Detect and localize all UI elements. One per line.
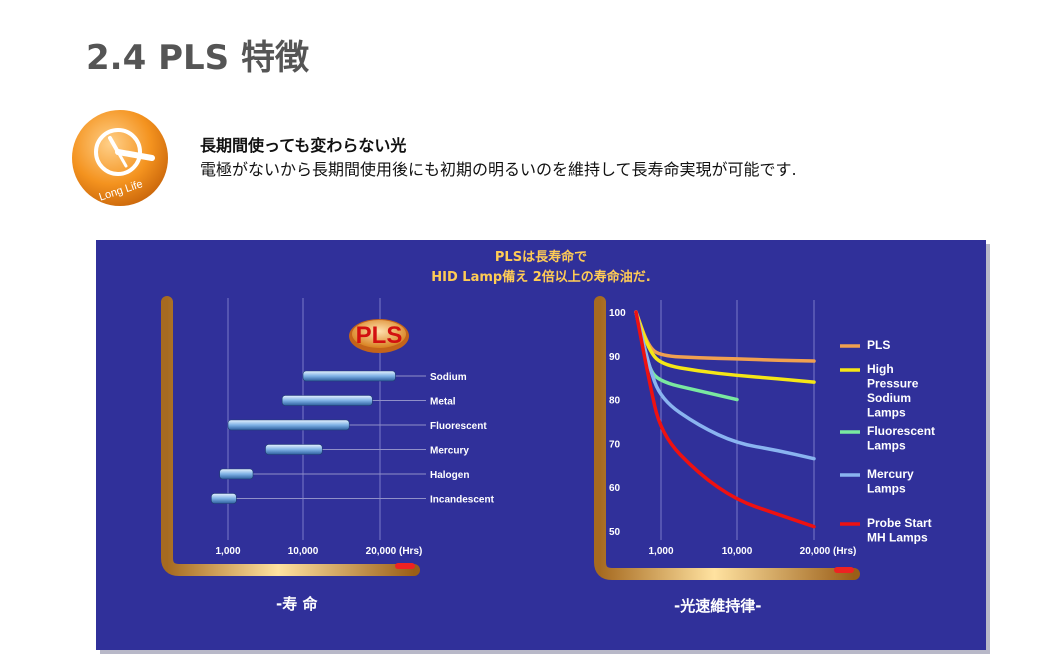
lifetime-category-label: Mercury [430,446,469,457]
legend-label: Sodium [867,391,911,405]
maintenance-y-tick: 60 [609,483,621,494]
panel-headline-1: PLSは長寿命で [494,250,588,265]
series-line-mercury-lamps [634,310,816,461]
maintenance-x-tick: 1,000 [648,546,673,557]
page-title: 2.4 PLS 特徴 [86,38,309,78]
lifetime-category-label: Halogen [430,470,469,481]
lifetime-bar-fluorescent [227,419,350,431]
maintenance-y-tick: 80 [609,396,621,407]
panel-charts: Sodium Metal Fluorescent Mercury Halogen Inca… [161,296,935,580]
panel-headline-2: HID Lamp備え 2倍以上の寿命油だ. [431,270,651,285]
legend-label: PLS [867,338,890,352]
lifetime-category-label: Metal [430,397,456,408]
legend-label: Lamps [867,482,906,496]
maintenance-y-tick: 90 [609,352,621,363]
intro-line-1: 長期間使っても変わらない光 [200,136,407,155]
maintenance-axis-cap [834,567,854,573]
lifetime-caption: -寿 命 [276,595,318,613]
legend-label: Mercury [867,467,914,481]
maintenance-x-tick: 10,000 [722,546,753,557]
series-line-high-pressure-sodium-lamps [634,310,816,384]
legend-label: Lamps [867,406,906,420]
lifetime-bar-mercury [265,444,323,455]
long-life-logo: Long Life [72,110,168,206]
series-line-probe-start-mh-lamps [634,310,816,529]
lifetime-bar-incandescent [211,493,237,504]
intro-line-2: 電極がないから長期間使用後にも初期の明るいのを維持して長寿命実現が可能です. [200,160,797,179]
lifetime-axis-frame [161,296,420,576]
maintenance-x-tick: 20,000 (Hrs) [800,546,857,557]
lifetime-chart: Sodium Metal Fluorescent Mercury Halogen Inca… [161,296,495,576]
pls-badge: PLS [349,319,409,353]
comparison-panel: PLSは長寿命で HID Lamp備え 2倍以上の寿命油だ. [96,240,986,650]
legend-label: High [867,362,894,376]
legend-label: MH Lamps [867,531,928,545]
legend-label: Fluorescent [867,424,935,438]
legend-label: Probe Start [867,516,932,530]
lifetime-x-tick: 10,000 [288,546,319,557]
lifetime-category-label: Fluorescent [430,421,487,432]
lifetime-category-label: Incandescent [430,495,495,506]
lifetime-bar-metal [281,395,373,406]
series-line-pls [634,310,816,363]
lifetime-x-tick: 1,000 [215,546,240,557]
legend-label: Lamps [867,439,906,453]
legend-label: Pressure [867,377,919,391]
lifetime-bar-halogen [219,468,254,480]
maintenance-axis-frame [594,296,860,580]
pls-badge-text: PLS [356,322,403,349]
lifetime-x-tick: 20,000 (Hrs) [366,546,423,557]
maintenance-caption: -光速維持律- [674,597,762,615]
maintenance-y-tick: 100 [609,308,626,319]
lumen-maintenance-chart: 1,000 10,000 20,000 (Hrs) 100 90 80 70 60 50 PLS… [594,296,935,580]
lifetime-category-label: Sodium [430,372,467,383]
lifetime-axis-cap [395,563,415,569]
clock-icon [94,128,155,176]
maintenance-y-tick: 50 [609,527,621,538]
maintenance-y-tick: 70 [609,439,621,450]
lifetime-bar-sodium [302,370,396,382]
